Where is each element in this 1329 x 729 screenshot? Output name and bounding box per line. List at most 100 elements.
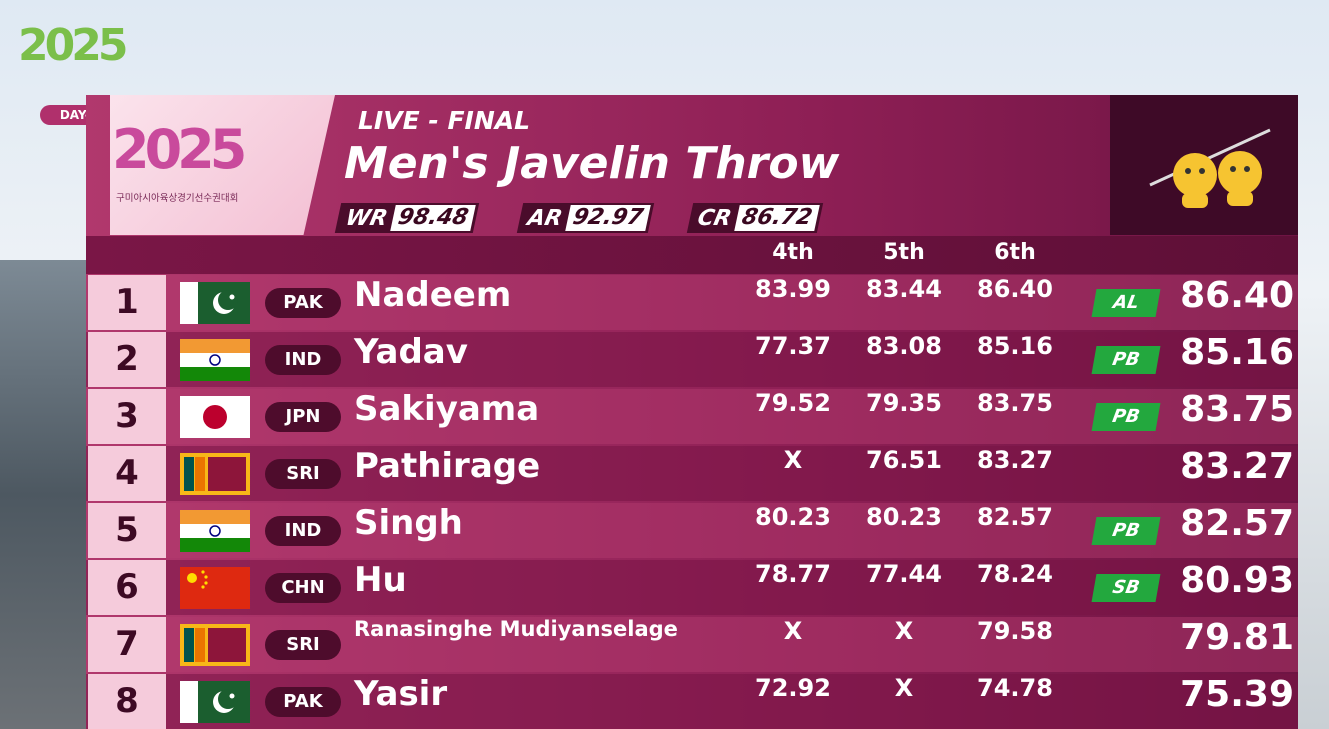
event-title: Men's Javelin Throw	[344, 138, 840, 189]
best-mark: 75.39	[1180, 674, 1294, 715]
attempt: 83.75	[977, 389, 1053, 417]
result-row: 5 IND Singh 80.23 80.23 82.57 PB 82.57	[86, 503, 1298, 558]
result-row: 6 CHN Hu 78.77 77.44 78.24 SB 80.93	[86, 560, 1298, 615]
attempt: X	[894, 674, 914, 702]
flag	[180, 681, 250, 723]
athlete-name: Nadeem	[354, 275, 512, 315]
column-header-bar	[86, 236, 1298, 274]
athlete-name: Ranasinghe Mudiyanselage	[354, 617, 678, 641]
record-value: 92.97	[565, 205, 651, 231]
record-label: AR	[525, 205, 565, 231]
rank: 6	[88, 560, 166, 615]
attempt: 77.37	[755, 332, 831, 360]
athlete-name: Pathirage	[354, 446, 541, 486]
best-mark: 86.40	[1180, 275, 1294, 316]
athlete-name: Yadav	[354, 332, 468, 372]
rank: 1	[88, 275, 166, 330]
record-badge: PB	[1091, 346, 1161, 374]
athlete-name: Hu	[354, 560, 407, 600]
record-box: CR 86.72	[686, 203, 823, 233]
record-value: 98.48	[390, 205, 476, 231]
record-badge: PB	[1091, 403, 1161, 431]
attempt: 78.24	[977, 560, 1053, 588]
country-code: JPN	[265, 402, 341, 432]
column-header: 4th	[772, 240, 814, 265]
athlete-name: Sakiyama	[354, 389, 540, 429]
attempt: 80.23	[866, 503, 942, 531]
result-row: 2 IND Yadav 77.37 83.08 85.16 PB 85.16	[86, 332, 1298, 387]
flag-icon	[180, 453, 250, 495]
result-row: 7 SRI Ranasinghe Mudiyanselage X X 79.58 79.81	[86, 617, 1298, 672]
attempt: 83.27	[977, 446, 1053, 474]
athlete-name: Singh	[354, 503, 463, 543]
record-value: 86.72	[734, 205, 820, 231]
record-badge: AL	[1091, 289, 1161, 317]
flag	[180, 510, 250, 552]
attempt: X	[894, 617, 914, 645]
column-header: 5th	[883, 240, 925, 265]
attempt: 79.52	[755, 389, 831, 417]
attempt: 80.23	[755, 503, 831, 531]
panel-logo: 2025	[112, 118, 247, 181]
best-mark: 82.57	[1180, 503, 1294, 544]
rank: 2	[88, 332, 166, 387]
mascot-area	[1110, 95, 1298, 235]
flag-icon	[180, 396, 250, 438]
attempt: 79.58	[977, 617, 1053, 645]
rank: 4	[88, 446, 166, 501]
flag	[180, 396, 250, 438]
record-badge: SB	[1091, 574, 1161, 602]
mascot-icon	[1149, 128, 1271, 208]
live-label: LIVE - FINAL	[358, 106, 531, 135]
attempt: 82.57	[977, 503, 1053, 531]
country-code: PAK	[265, 687, 341, 717]
flag-icon	[180, 681, 250, 723]
rank: 8	[88, 674, 166, 729]
flag	[180, 339, 250, 381]
attempt: 76.51	[866, 446, 942, 474]
logo-box	[110, 95, 335, 235]
athlete-name: Yasir	[354, 674, 448, 714]
flag-icon	[180, 339, 250, 381]
record-label: CR	[695, 205, 734, 231]
country-code: PAK	[265, 288, 341, 318]
country-code: SRI	[265, 630, 341, 660]
result-row: 4 SRI Pathirage X 76.51 83.27 83.27	[86, 446, 1298, 501]
country-code: SRI	[265, 459, 341, 489]
flag-icon	[180, 624, 250, 666]
record-box: AR 92.97	[516, 203, 654, 233]
attempt: 72.92	[755, 674, 831, 702]
rank: 5	[88, 503, 166, 558]
attempt: 85.16	[977, 332, 1053, 360]
flag	[180, 624, 250, 666]
country-code: CHN	[265, 573, 341, 603]
result-row: 8 PAK Yasir 72.92 X 74.78 75.39	[86, 674, 1298, 729]
country-code: IND	[265, 516, 341, 546]
best-mark: 83.27	[1180, 446, 1294, 487]
record-badge: PB	[1091, 517, 1161, 545]
attempt: X	[783, 446, 803, 474]
best-mark: 85.16	[1180, 332, 1294, 373]
attempt: 78.77	[755, 560, 831, 588]
best-mark: 83.75	[1180, 389, 1294, 430]
attempt: 79.35	[866, 389, 942, 417]
attempt: 83.44	[866, 275, 942, 303]
attempt: 86.40	[977, 275, 1053, 303]
record-label: WR	[343, 205, 390, 231]
attempt: X	[783, 617, 803, 645]
flag-icon	[180, 510, 250, 552]
attempt: 83.08	[866, 332, 942, 360]
flag	[180, 453, 250, 495]
attempt: 77.44	[866, 560, 942, 588]
rank: 3	[88, 389, 166, 444]
flag-icon	[180, 282, 250, 324]
best-mark: 80.93	[1180, 560, 1294, 601]
event-logo: 2025	[18, 20, 128, 71]
record-box: WR 98.48	[334, 203, 480, 233]
logo-caption: 구미아시아육상경기선수권대회	[116, 193, 239, 204]
country-code: IND	[265, 345, 341, 375]
attempt: 83.99	[755, 275, 831, 303]
column-header: 6th	[994, 240, 1036, 265]
flag	[180, 567, 250, 609]
